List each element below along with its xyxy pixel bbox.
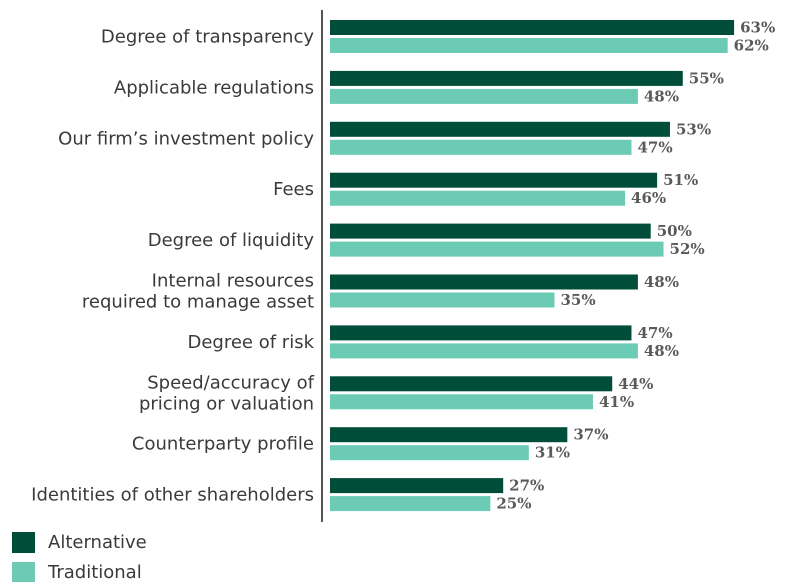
value-label: 62% [734,37,769,55]
value-label: 25% [496,495,531,513]
bar [330,274,638,290]
category-label: Our firm’s investment policy [58,128,314,149]
legend-swatch [12,532,35,553]
bar [330,445,529,461]
bar [330,478,504,494]
legend-label: Traditional [47,562,142,582]
category-label: Fees [273,179,314,200]
value-label: 37% [573,426,608,444]
bar [330,88,638,104]
category-label: Internal resources required to manage ass… [82,271,314,313]
value-label: 44% [618,375,653,393]
category-label: Identities of other shareholders [31,485,314,506]
value-label: 46% [631,189,666,207]
value-label: 48% [644,342,679,360]
bar [330,376,613,392]
bar [330,70,683,86]
value-label: 48% [644,87,679,105]
bar [330,325,632,341]
bar [330,20,735,35]
value-label: 50% [657,222,692,240]
value-label: 31% [535,444,570,462]
category-label: Degree of transparency [101,27,314,48]
category-label: Degree of liquidity [148,230,315,251]
legend-swatch [12,562,35,583]
value-label: 41% [599,393,634,411]
value-label: 47% [637,324,672,342]
category-label: Applicable regulations [114,77,314,98]
value-label: 35% [561,291,596,309]
bar [330,394,593,410]
value-label: 63% [740,19,775,37]
bar [330,172,658,188]
bar [330,139,632,155]
bar [330,427,568,443]
category-label: Counterparty profile [132,434,314,455]
bar [330,223,651,239]
legend-label: Alternative [48,532,147,553]
value-label: 55% [689,69,724,87]
bar [330,496,491,512]
bar [330,292,555,308]
bar [330,121,670,137]
bar [330,343,638,359]
value-label: 52% [670,240,705,258]
value-label: 48% [644,273,679,291]
bar [330,38,728,53]
category-label: Speed/accuracy of pricing or valuation [139,372,315,414]
bar [330,241,664,257]
value-label: 47% [637,138,672,156]
category-label: Degree of risk [187,332,314,353]
value-label: 51% [663,171,698,189]
value-label: 27% [509,477,544,495]
bar [330,190,626,206]
value-label: 53% [676,120,711,138]
